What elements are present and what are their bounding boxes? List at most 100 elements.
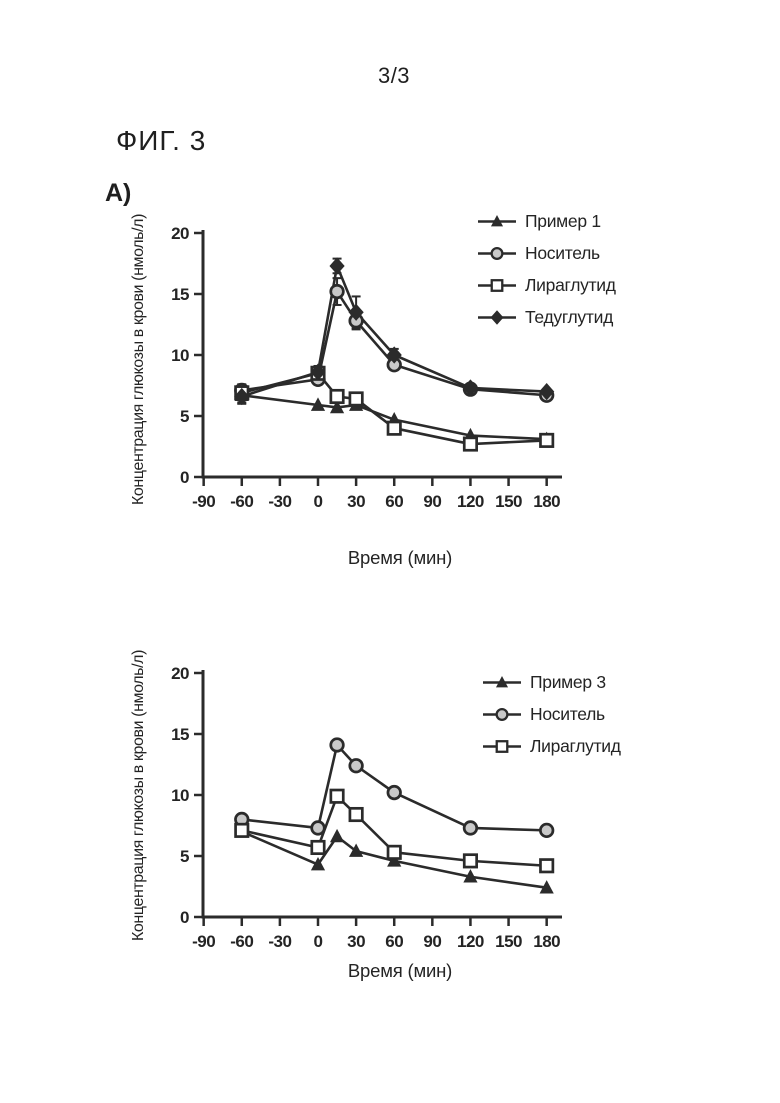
y-tick-label: 0 bbox=[180, 908, 189, 927]
y-tick-label: 5 bbox=[180, 847, 189, 866]
square-marker bbox=[348, 391, 364, 407]
x-tick-label: 60 bbox=[385, 932, 403, 951]
legend-label: Лираглутид bbox=[530, 735, 621, 756]
x-tick-label: 120 bbox=[457, 492, 484, 511]
square-marker bbox=[539, 858, 555, 874]
x-tick-label: 30 bbox=[347, 492, 365, 511]
y-tick-label: 10 bbox=[171, 786, 189, 805]
circle-marker bbox=[348, 758, 364, 774]
legend-marker bbox=[478, 309, 516, 325]
square-marker bbox=[462, 436, 478, 452]
chart1-legend: Пример 1 Носитель Лираглутид Тедуглутид bbox=[478, 205, 616, 333]
legend-marker bbox=[478, 278, 516, 292]
triangle-marker bbox=[539, 880, 554, 894]
diamond-marker bbox=[490, 309, 504, 325]
legend-label: Носитель bbox=[525, 242, 600, 263]
square-marker bbox=[348, 806, 364, 823]
x-tick-label: -90 bbox=[192, 492, 215, 511]
triangle-marker bbox=[329, 399, 345, 414]
diamond-marker bbox=[386, 346, 402, 364]
legend-item: Лираглутид bbox=[483, 730, 621, 762]
x-tick-label: 90 bbox=[423, 492, 441, 511]
x-tick-label: 30 bbox=[347, 932, 365, 951]
diamond-marker bbox=[462, 379, 479, 397]
x-tick-label: -60 bbox=[230, 492, 253, 511]
triangle-marker bbox=[490, 214, 504, 226]
legend-marker bbox=[483, 675, 521, 687]
triangle-marker bbox=[387, 853, 402, 867]
x-tick-label: -90 bbox=[192, 932, 215, 951]
x-tick-label: -30 bbox=[268, 932, 291, 951]
triangle-marker bbox=[310, 856, 326, 871]
x-tick-label: 0 bbox=[314, 492, 323, 511]
square-marker bbox=[490, 278, 504, 292]
x-tick-label: 180 bbox=[533, 492, 560, 511]
x-tick-label: 150 bbox=[495, 932, 522, 951]
square-marker bbox=[495, 739, 509, 753]
diamond-marker bbox=[310, 363, 326, 381]
square-marker bbox=[329, 788, 345, 804]
legend-item: Носитель bbox=[483, 698, 621, 730]
diamond-marker bbox=[329, 257, 345, 275]
legend-label: Лираглутид bbox=[525, 274, 616, 295]
square-marker bbox=[462, 853, 478, 869]
legend-marker bbox=[478, 214, 516, 226]
legend-label: Пример 3 bbox=[530, 671, 606, 692]
legend-label: Пример 1 bbox=[525, 210, 601, 231]
square-marker bbox=[234, 822, 250, 838]
legend-item: Лираглутид bbox=[478, 269, 616, 301]
page-number: 3/3 bbox=[377, 63, 411, 88]
y-tick-label: 10 bbox=[171, 346, 189, 365]
square-marker bbox=[329, 388, 345, 405]
y-tick-label: 0 bbox=[180, 468, 189, 487]
triangle-marker bbox=[329, 828, 345, 843]
triangle-marker bbox=[463, 869, 478, 883]
diamond-marker bbox=[348, 303, 364, 321]
legend-label: Носитель bbox=[530, 703, 605, 724]
square-marker bbox=[386, 844, 402, 860]
chart2-plot-area: -90 -60 -30 0 30 60 90 120 150 180 0 5 10 15 20 bbox=[171, 664, 562, 951]
legend-marker bbox=[483, 707, 521, 721]
x-tick-label: 90 bbox=[423, 932, 441, 951]
circle-marker bbox=[462, 820, 479, 836]
chart2-x-axis-title: Время (мин) bbox=[347, 960, 453, 981]
chart1-x-axis-title: Время (мин) bbox=[347, 547, 453, 568]
circle-marker bbox=[329, 283, 345, 300]
square-marker bbox=[539, 432, 555, 448]
legend-item: Пример 1 bbox=[478, 205, 616, 237]
y-tick-label: 20 bbox=[171, 224, 189, 243]
chart1-plot-area: -90 -60 -30 0 30 60 90 120 150 180 0 5 10 15 20 bbox=[171, 224, 562, 511]
triangle-marker bbox=[310, 397, 326, 411]
square-marker bbox=[310, 839, 326, 856]
triangle-marker bbox=[349, 843, 364, 857]
circle-marker bbox=[490, 246, 504, 260]
legend-item: Тедуглутид bbox=[478, 301, 616, 333]
x-tick-label: 60 bbox=[385, 492, 403, 511]
circle-marker bbox=[386, 784, 402, 801]
y-tick-label: 15 bbox=[171, 725, 189, 744]
x-tick-label: 120 bbox=[457, 932, 484, 951]
circle-marker bbox=[495, 707, 509, 721]
y-tick-label: 5 bbox=[180, 407, 189, 426]
legend-item: Носитель bbox=[478, 237, 616, 269]
x-tick-label: -30 bbox=[268, 492, 291, 511]
circle-marker bbox=[329, 737, 345, 753]
panel-label-a: А) bbox=[105, 179, 132, 207]
circle-marker bbox=[310, 820, 326, 836]
x-tick-label: 0 bbox=[314, 932, 323, 951]
x-tick-label: -60 bbox=[230, 932, 253, 951]
triangle-marker bbox=[495, 675, 509, 687]
legend-label: Тедуглутид bbox=[525, 306, 613, 327]
square-marker bbox=[386, 420, 402, 436]
circle-marker bbox=[539, 822, 555, 839]
chart2-legend: Пример 3 Носитель Лираглутид bbox=[483, 666, 621, 762]
legend-item: Пример 3 bbox=[483, 666, 621, 698]
x-tick-label: 180 bbox=[533, 932, 560, 951]
y-tick-label: 15 bbox=[171, 285, 189, 304]
figure-label: ФИГ. 3 bbox=[116, 125, 207, 156]
y-tick-label: 20 bbox=[171, 664, 189, 683]
legend-marker bbox=[478, 246, 516, 260]
legend-marker bbox=[483, 739, 521, 753]
x-tick-label: 150 bbox=[495, 492, 522, 511]
